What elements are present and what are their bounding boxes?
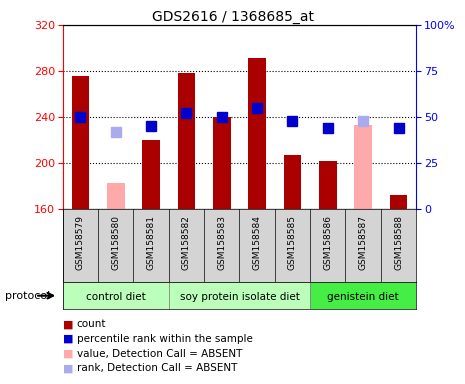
Text: GSM158580: GSM158580 [111, 215, 120, 270]
Bar [319, 161, 337, 209]
Text: rank, Detection Call = ABSENT: rank, Detection Call = ABSENT [77, 363, 237, 373]
Bar [213, 117, 231, 209]
Bar [310, 282, 416, 309]
Bar [63, 282, 169, 309]
Text: GSM158588: GSM158588 [394, 215, 403, 270]
Bar [284, 155, 301, 209]
Text: count: count [77, 319, 106, 329]
Text: GSM158586: GSM158586 [323, 215, 332, 270]
Bar [248, 58, 266, 209]
Text: GSM158585: GSM158585 [288, 215, 297, 270]
Bar [169, 282, 310, 309]
Text: ■: ■ [63, 363, 73, 373]
Text: protocol: protocol [5, 291, 50, 301]
Text: value, Detection Call = ABSENT: value, Detection Call = ABSENT [77, 349, 242, 359]
Text: GSM158582: GSM158582 [182, 215, 191, 270]
Text: GDS2616 / 1368685_at: GDS2616 / 1368685_at [152, 10, 313, 23]
Text: ■: ■ [63, 334, 73, 344]
Bar [72, 76, 89, 209]
Bar [178, 73, 195, 209]
Text: GSM158581: GSM158581 [146, 215, 156, 270]
Text: soy protein isolate diet: soy protein isolate diet [179, 292, 299, 302]
Text: GSM158579: GSM158579 [76, 215, 85, 270]
Text: GSM158583: GSM158583 [217, 215, 226, 270]
Text: GSM158584: GSM158584 [252, 215, 262, 270]
Bar [107, 183, 125, 209]
Bar [390, 195, 407, 209]
Text: GSM158587: GSM158587 [359, 215, 368, 270]
Bar [354, 125, 372, 209]
Text: percentile rank within the sample: percentile rank within the sample [77, 334, 252, 344]
Text: genistein diet: genistein diet [327, 292, 399, 302]
Bar [142, 140, 160, 209]
Text: ■: ■ [63, 319, 73, 329]
Text: control diet: control diet [86, 292, 146, 302]
Text: ■: ■ [63, 349, 73, 359]
